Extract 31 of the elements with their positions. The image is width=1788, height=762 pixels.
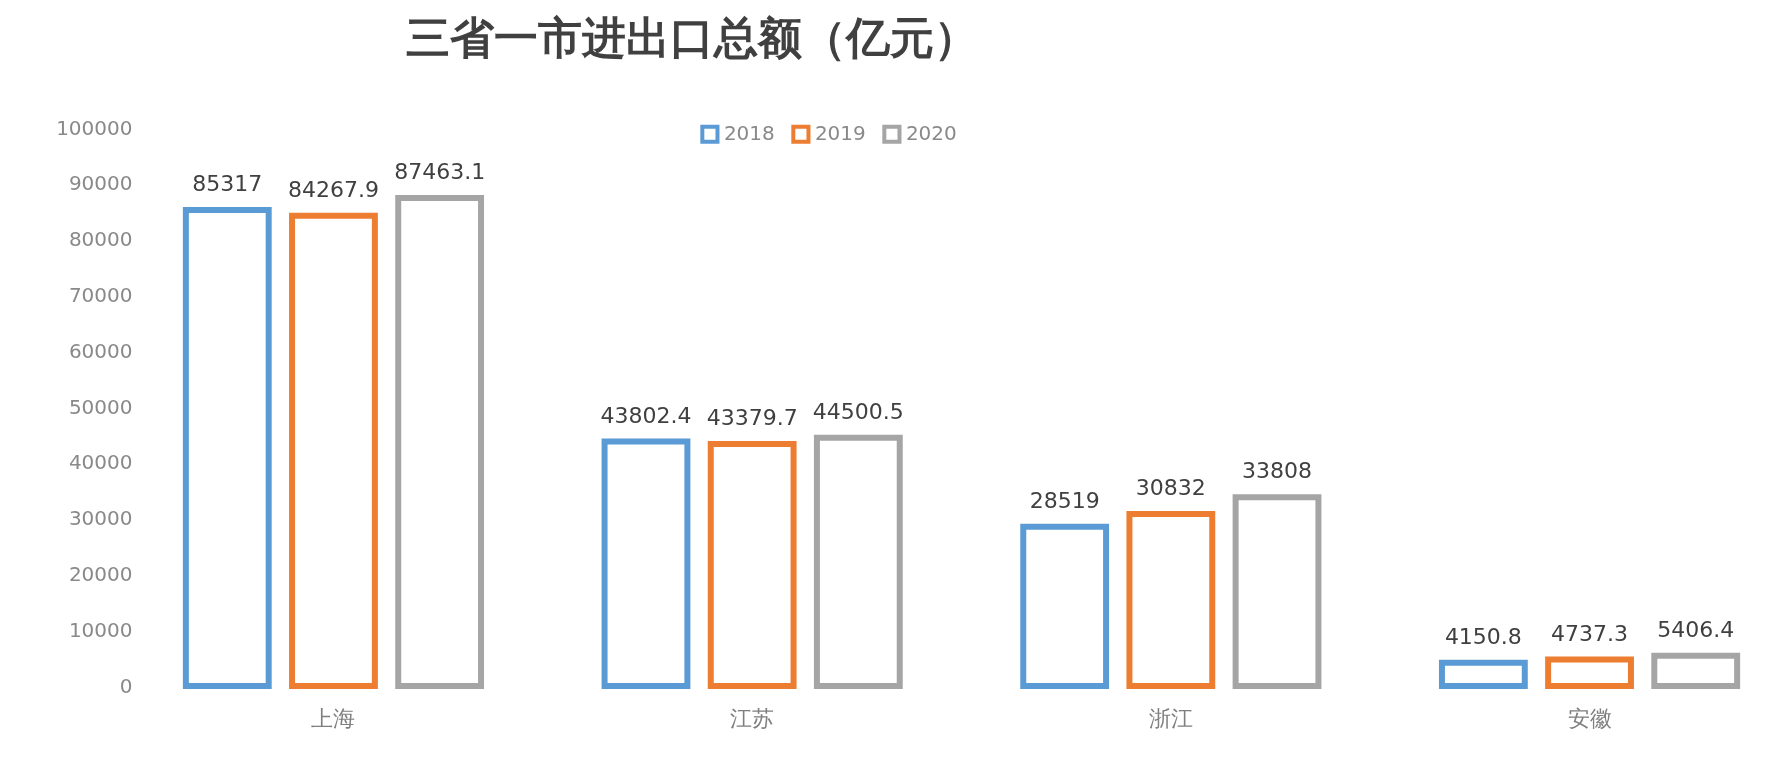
- y-tick-label: 40000: [68, 450, 133, 475]
- data-label: 43802.4: [600, 402, 692, 428]
- y-tick-label: 30000: [68, 506, 133, 531]
- y-tick-label: 90000: [68, 171, 133, 196]
- y-tick-label: 10000: [68, 617, 133, 642]
- data-label: 85317: [192, 170, 263, 196]
- x-tick-label: 安徽: [1567, 705, 1612, 731]
- y-tick-label: 60000: [68, 338, 133, 363]
- x-tick-label: 江苏: [730, 705, 775, 731]
- data-label: 84267.9: [287, 176, 379, 202]
- legend-label: 2020: [905, 121, 957, 146]
- y-tick-label: 100000: [56, 115, 133, 140]
- data-label: 43379.7: [706, 404, 798, 430]
- y-tick-label: 50000: [68, 394, 133, 419]
- data-label: 28519: [1029, 487, 1100, 513]
- data-label: 4150.8: [1444, 623, 1522, 649]
- y-tick-label: 20000: [68, 561, 133, 586]
- y-tick-label: 80000: [68, 227, 133, 252]
- y-tick-label: 70000: [68, 282, 133, 307]
- legend-label: 2018: [723, 121, 775, 146]
- legend-label: 2019: [814, 121, 866, 146]
- x-tick-label: 浙江: [1148, 705, 1193, 731]
- data-label: 5406.4: [1657, 616, 1735, 642]
- data-label: 4737.3: [1551, 620, 1629, 646]
- data-label: 44500.5: [812, 398, 904, 424]
- x-tick-label: 上海: [311, 705, 356, 731]
- data-label: 33808: [1242, 458, 1313, 484]
- data-label: 87463.1: [394, 158, 486, 184]
- chart-title: 三省一市进出口总额（亿元）: [406, 12, 978, 63]
- y-tick-label: 0: [119, 673, 133, 698]
- data-label: 30832: [1135, 474, 1206, 500]
